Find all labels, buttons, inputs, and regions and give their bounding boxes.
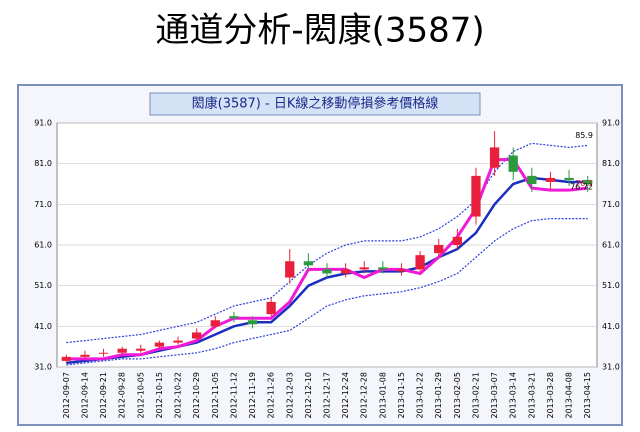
x-tick-label: 2012-12-24 bbox=[341, 372, 350, 419]
candle-body bbox=[322, 269, 332, 274]
candle-body bbox=[247, 320, 258, 325]
candle-body bbox=[545, 177, 556, 182]
annotation: 76.72 bbox=[570, 183, 593, 192]
x-tick-label: 2012-09-14 bbox=[80, 372, 89, 419]
y2-tick-label: 71.0 bbox=[602, 200, 620, 209]
x-tick-label: 2013-02-21 bbox=[471, 372, 480, 419]
y2-tick-label: 41.0 bbox=[602, 322, 620, 331]
x-tick-label: 2012-11-26 bbox=[267, 372, 276, 419]
x-tick-label: 2013-03-28 bbox=[546, 372, 555, 419]
x-tick-label: 2013-01-22 bbox=[416, 372, 425, 419]
x-tick-label: 2012-10-05 bbox=[136, 372, 145, 419]
y-tick-label: 71.0 bbox=[34, 200, 52, 209]
x-tick-label: 2012-09-07 bbox=[62, 372, 71, 419]
line-lower bbox=[66, 218, 588, 366]
candle-body bbox=[80, 354, 90, 357]
y-tick-label: 61.0 bbox=[34, 241, 52, 250]
annotation: 85.9 bbox=[575, 131, 593, 140]
x-tick-label: 2012-11-05 bbox=[211, 372, 220, 419]
candle-body bbox=[154, 342, 165, 347]
x-tick-label: 2013-02-05 bbox=[453, 372, 462, 419]
candle-body bbox=[61, 356, 71, 361]
candle-body bbox=[229, 316, 239, 319]
x-tick-label: 2012-12-03 bbox=[285, 372, 294, 419]
candle-body bbox=[117, 348, 127, 353]
x-tick-label: 2013-03-14 bbox=[509, 372, 518, 419]
chart-title: 閎康(3587) - 日K線之移動停損參考價格線 bbox=[192, 96, 439, 112]
x-tick-label: 2013-04-15 bbox=[583, 372, 592, 419]
candle-body bbox=[136, 348, 146, 351]
candle-body bbox=[508, 155, 518, 172]
page-heading: 通道分析-閎康(3587) bbox=[155, 11, 484, 51]
candle-body bbox=[583, 179, 593, 184]
candle-body bbox=[192, 332, 202, 339]
x-tick-label: 2013-04-08 bbox=[565, 372, 574, 419]
candle-body bbox=[359, 267, 369, 270]
y-tick-label: 41.0 bbox=[34, 322, 52, 331]
candle-body bbox=[378, 267, 388, 270]
y-tick-label: 31.0 bbox=[34, 363, 52, 372]
candle-body bbox=[471, 175, 481, 217]
x-tick-label: 2012-11-12 bbox=[229, 372, 238, 419]
x-tick-label: 2012-09-21 bbox=[99, 372, 108, 419]
y2-tick-label: 51.0 bbox=[602, 281, 620, 290]
x-tick-label: 2012-09-28 bbox=[118, 372, 127, 419]
y2-tick-label: 91.0 bbox=[602, 119, 620, 128]
x-tick-label: 2013-03-21 bbox=[527, 372, 536, 419]
x-tick-label: 2012-12-17 bbox=[323, 372, 332, 419]
candle-body bbox=[98, 352, 109, 354]
y-tick-label: 51.0 bbox=[34, 281, 52, 290]
title-box bbox=[149, 92, 481, 116]
y-tick-label: 91.0 bbox=[34, 119, 52, 128]
candle-body bbox=[489, 147, 500, 168]
x-tick-label: 2013-01-29 bbox=[434, 372, 443, 419]
candle-body bbox=[396, 269, 407, 272]
x-tick-label: 2013-01-15 bbox=[397, 372, 406, 419]
x-tick-label: 2013-03-07 bbox=[490, 372, 499, 419]
line-upper bbox=[66, 142, 588, 344]
x-tick-label: 2012-11-19 bbox=[248, 372, 257, 419]
x-tick-label: 2013-01-08 bbox=[378, 372, 387, 419]
y-tick-label: 81.0 bbox=[34, 159, 52, 168]
annotation: 76.1 bbox=[575, 179, 593, 188]
x-tick-label: 2012-10-29 bbox=[192, 372, 201, 419]
x-tick-label: 2012-10-15 bbox=[155, 372, 164, 419]
candle-body bbox=[285, 261, 295, 278]
x-tick-label: 2012-12-28 bbox=[360, 372, 369, 419]
x-tick-label: 2012-10-22 bbox=[174, 372, 183, 419]
candle-body bbox=[266, 301, 276, 315]
y2-tick-label: 81.0 bbox=[602, 159, 620, 168]
candle-body bbox=[303, 261, 314, 266]
candle-body bbox=[340, 269, 351, 274]
candle-body bbox=[210, 320, 220, 327]
y2-tick-label: 31.0 bbox=[602, 363, 620, 372]
x-tick-label: 2012-12-10 bbox=[304, 372, 313, 419]
candle-body bbox=[527, 175, 537, 184]
candle-body bbox=[415, 255, 425, 270]
candle-body bbox=[434, 245, 444, 254]
candle-body bbox=[452, 236, 462, 245]
y2-tick-label: 61.0 bbox=[602, 241, 620, 250]
candle-body bbox=[173, 340, 183, 343]
candle-body bbox=[564, 177, 574, 180]
